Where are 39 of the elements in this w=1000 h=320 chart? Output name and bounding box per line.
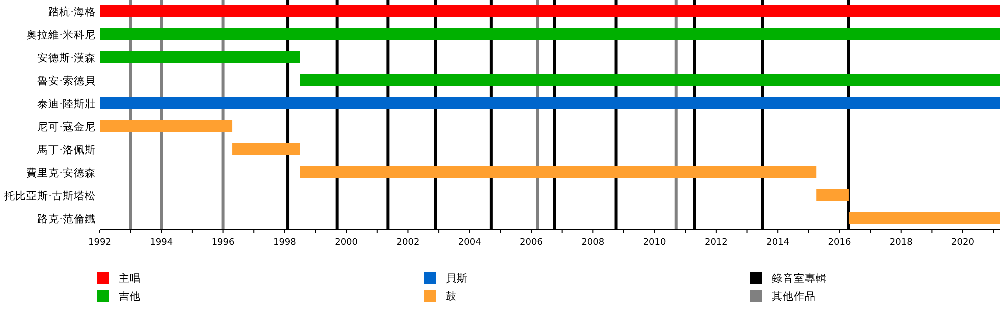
bar	[848, 212, 1000, 224]
x-tick-label: 2018	[890, 238, 914, 248]
x-tick-label: 2006	[520, 238, 544, 248]
y-tick-label: 費里克·安德森	[26, 166, 96, 180]
x-tick-label: 1996	[212, 238, 236, 248]
legend-label: 錄音室專輯	[772, 272, 827, 285]
y-tick-label: 泰迪·陸斯壯	[38, 98, 96, 110]
x-tick-label: 1998	[273, 238, 297, 248]
y-tick-label: 路克·范倫鐵	[38, 212, 96, 226]
bar	[816, 190, 849, 202]
y-tick-label: 安德斯·漢森	[38, 52, 96, 64]
x-tick-label: 2008	[582, 238, 605, 248]
x-tick-label: 2004	[458, 238, 482, 248]
bar	[100, 52, 300, 64]
y-tick-label: 尼可·寇金尼	[38, 120, 96, 134]
x-tick-label: 2012	[704, 238, 728, 248]
x-tick-label: 1992	[88, 238, 112, 248]
legend-label: 鼓	[446, 290, 457, 303]
legend-label: 貝斯	[446, 272, 468, 285]
x-tick-label: 2010	[643, 238, 667, 248]
y-tick-label: 魯安·索德貝	[38, 74, 96, 88]
x-tick-label: 2000	[335, 238, 358, 248]
bar	[100, 28, 1000, 40]
bar	[100, 120, 233, 132]
x-tick-label: 2002	[396, 238, 420, 248]
y-tick-label: 奧拉維·米科尼	[26, 28, 96, 42]
legend-label: 主唱	[119, 272, 141, 285]
legend-label: 其他作品	[772, 290, 816, 303]
bar	[232, 144, 300, 156]
y-tick-label: 踏杭·海格	[48, 6, 96, 18]
x-tick-label: 2020	[952, 238, 975, 248]
y-tick-label: 馬丁·洛佩斯	[36, 144, 96, 156]
x-tick-label: 2014	[766, 238, 790, 248]
y-tick-label: 托比亞斯·古斯塔松	[4, 190, 96, 202]
legend-label: 吉他	[119, 290, 141, 303]
bar	[300, 166, 817, 178]
x-tick-label: 1994	[150, 238, 174, 248]
x-tick-label: 2016	[828, 238, 852, 248]
bar	[300, 74, 1000, 86]
